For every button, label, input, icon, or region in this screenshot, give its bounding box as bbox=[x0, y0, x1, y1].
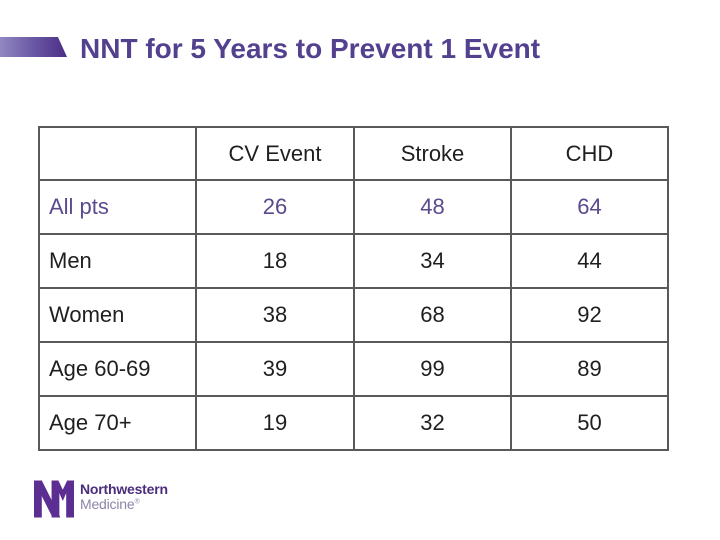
column-header-cv-event: CV Event bbox=[195, 126, 355, 181]
cell-value: 50 bbox=[510, 395, 669, 451]
cell-value: 89 bbox=[510, 341, 669, 397]
cell-value: 32 bbox=[353, 395, 512, 451]
cell-value: 99 bbox=[353, 341, 512, 397]
cell-value: 44 bbox=[510, 233, 669, 289]
logo-division-text: Medicine® bbox=[80, 495, 168, 512]
nm-monogram-icon bbox=[34, 480, 74, 518]
nnt-table: CV Event Stroke CHD All pts 26 48 64 Men… bbox=[38, 126, 669, 451]
row-label: Women bbox=[38, 287, 197, 343]
cell-value: 92 bbox=[510, 287, 669, 343]
logo-name-text: Northwestern bbox=[80, 481, 168, 497]
row-label: All pts bbox=[38, 179, 197, 235]
table-row-age-60-69: Age 60-69 39 99 89 bbox=[38, 341, 669, 397]
row-label: Men bbox=[38, 233, 197, 289]
cell-value: 68 bbox=[353, 287, 512, 343]
table-row-women: Women 38 68 92 bbox=[38, 287, 669, 343]
table-row-age-70-plus: Age 70+ 19 32 50 bbox=[38, 395, 669, 451]
cell-value: 38 bbox=[195, 287, 355, 343]
row-label: Age 70+ bbox=[38, 395, 197, 451]
cell-value: 64 bbox=[510, 179, 669, 235]
northwestern-medicine-logo: Northwestern Medicine® bbox=[34, 480, 168, 518]
column-header-stroke: Stroke bbox=[353, 126, 512, 181]
cell-value: 34 bbox=[353, 233, 512, 289]
slide-title: NNT for 5 Years to Prevent 1 Event bbox=[80, 33, 541, 64]
registered-mark: ® bbox=[134, 498, 140, 506]
column-header-chd: CHD bbox=[510, 126, 669, 181]
table-header-row: CV Event Stroke CHD bbox=[38, 126, 669, 181]
corner-cell bbox=[38, 126, 197, 181]
title-accent-flag bbox=[0, 37, 67, 57]
table-row-all-pts: All pts 26 48 64 bbox=[38, 179, 669, 235]
cell-value: 48 bbox=[353, 179, 512, 235]
logo-wordmark: Northwestern Medicine® bbox=[80, 480, 168, 511]
logo-division-word: Medicine bbox=[80, 495, 135, 512]
cell-value: 18 bbox=[195, 233, 355, 289]
row-label: Age 60-69 bbox=[38, 341, 197, 397]
table-row-men: Men 18 34 44 bbox=[38, 233, 669, 289]
cell-value: 39 bbox=[195, 341, 355, 397]
cell-value: 19 bbox=[195, 395, 355, 451]
cell-value: 26 bbox=[195, 179, 355, 235]
